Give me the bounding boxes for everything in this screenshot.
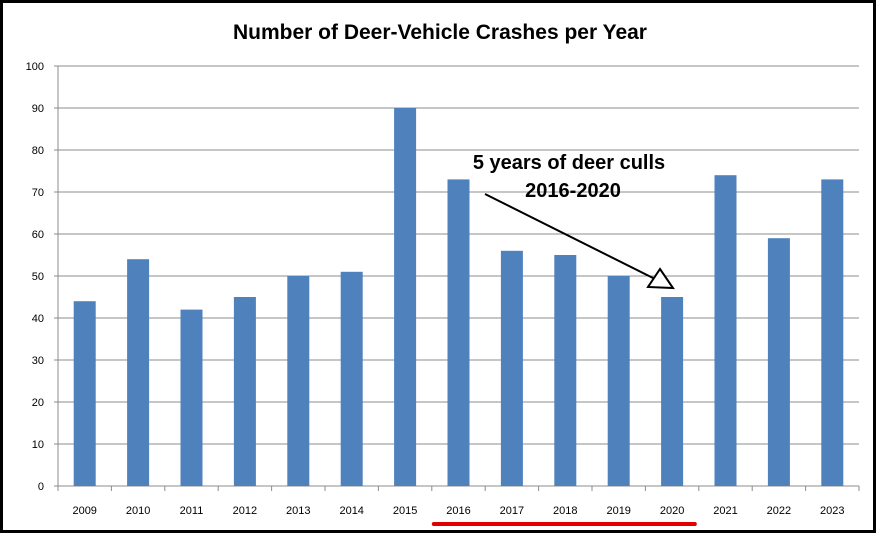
bar-2013 xyxy=(287,276,310,486)
x-tick-label: 2009 xyxy=(72,505,96,517)
bar-2023 xyxy=(821,179,844,486)
y-tick-label: 10 xyxy=(32,439,44,451)
bar-2022 xyxy=(767,238,790,486)
bar-2010 xyxy=(127,259,150,486)
annotation-line2: 2016-2020 xyxy=(525,180,621,202)
bar-2015 xyxy=(394,108,417,486)
x-tick-label: 2012 xyxy=(233,505,257,517)
bar-2020 xyxy=(661,297,684,486)
y-tick-label: 50 xyxy=(32,271,44,283)
x-tick-label: 2018 xyxy=(553,505,577,517)
bar-chart: Number of Deer-Vehicle Crashes per Year … xyxy=(26,21,860,526)
x-tick-label: 2015 xyxy=(393,505,417,517)
y-tick-label: 100 xyxy=(26,61,44,73)
y-tick-label: 20 xyxy=(32,397,44,409)
bar-2011 xyxy=(180,309,203,486)
y-tick-label: 40 xyxy=(32,313,44,325)
x-tick-label: 2021 xyxy=(713,505,737,517)
bar-2016 xyxy=(447,179,470,486)
bar-2009 xyxy=(73,301,96,486)
y-tick-label: 70 xyxy=(32,187,44,199)
bar-2018 xyxy=(554,255,577,486)
bar-2021 xyxy=(714,175,737,486)
bar-2012 xyxy=(233,297,256,486)
x-tick-label: 2019 xyxy=(606,505,630,517)
y-tick-label: 30 xyxy=(32,355,44,367)
y-tick-label: 60 xyxy=(32,229,44,241)
x-tick-label: 2022 xyxy=(767,505,791,517)
x-tick-label: 2020 xyxy=(660,505,684,517)
x-tick-label: 2014 xyxy=(339,505,363,517)
bar-2017 xyxy=(500,250,523,486)
y-tick-label: 0 xyxy=(38,481,44,493)
x-tick-label: 2010 xyxy=(126,505,150,517)
y-tick-label: 90 xyxy=(32,103,44,115)
annotation-arrow-head xyxy=(646,267,675,290)
x-tick-label: 2011 xyxy=(180,505,204,517)
x-tick-label: 2016 xyxy=(446,505,470,517)
bar-2014 xyxy=(340,271,363,486)
bar-2019 xyxy=(607,276,630,486)
x-tick-label: 2013 xyxy=(286,505,310,517)
x-tick-label: 2023 xyxy=(820,505,844,517)
annotation-line1: 5 years of deer culls xyxy=(473,152,665,174)
x-tick-label: 2017 xyxy=(500,505,524,517)
annotation-arrow-line xyxy=(484,193,664,284)
y-tick-label: 80 xyxy=(32,145,44,157)
chart-title: Number of Deer-Vehicle Crashes per Year xyxy=(233,21,647,44)
